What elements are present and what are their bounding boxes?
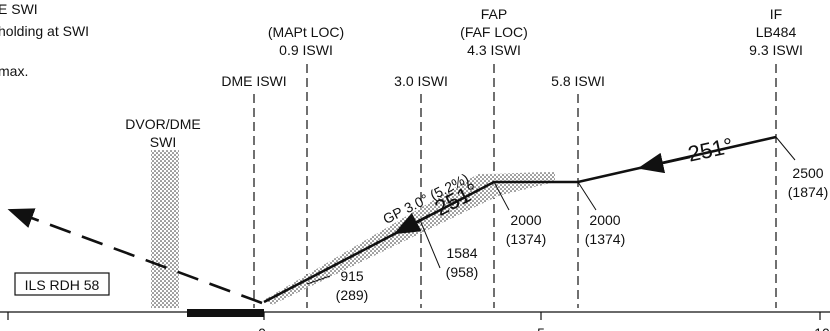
dvor-dme-column xyxy=(151,150,179,308)
mapt-label: (MAPt LOC) xyxy=(268,24,344,40)
fap-height: (1374) xyxy=(506,231,546,247)
inbound-arrow xyxy=(637,152,691,174)
fap-altitude: 2000 xyxy=(510,212,541,228)
gp-altitude: 1584 xyxy=(446,245,477,261)
if-altitude: 2500 xyxy=(792,165,823,181)
altitude-leaders xyxy=(306,136,796,285)
d58-label: 5.8 ISWI xyxy=(551,73,605,89)
fix-lines xyxy=(253,64,777,308)
missed-approach-path xyxy=(7,208,263,305)
dvor-dme-label: DVOR/DME xyxy=(125,116,200,132)
inbound-course-label: 251° xyxy=(686,133,736,167)
runway-bar xyxy=(187,309,264,317)
gp-height: (958) xyxy=(446,264,479,280)
scale-tick-10: 10 xyxy=(814,325,830,331)
if-label: IF xyxy=(770,6,782,22)
mapt-distance-label: 0.9 ISWI xyxy=(279,42,333,58)
fap-distance-label: 4.3 ISWI xyxy=(467,42,521,58)
note-line-2: holding at SWI xyxy=(0,23,89,39)
d58-height: (1374) xyxy=(585,231,625,247)
note-line-3: max. xyxy=(0,63,28,79)
d58-altitude: 2000 xyxy=(589,212,620,228)
faf-loc-label: (FAF LOC) xyxy=(460,24,528,40)
dme-iswi-label: DME ISWI xyxy=(221,73,286,89)
scale-tick-0: 0 xyxy=(258,325,266,331)
if-height: (1874) xyxy=(788,184,828,200)
if-name-label: LB484 xyxy=(756,24,797,40)
final-arrow xyxy=(393,212,431,235)
glidepath-shading xyxy=(264,172,555,305)
mapt-altitude: 915 xyxy=(340,268,364,284)
fap-label: FAP xyxy=(481,6,507,22)
d3-label: 3.0 ISWI xyxy=(394,73,448,89)
scale-ticks xyxy=(7,312,821,320)
dvor-swi-label: SWI xyxy=(150,134,176,150)
if-distance-label: 9.3 ISWI xyxy=(749,42,803,58)
scale-tick-5: 5 xyxy=(537,325,545,331)
ils-rdh-label: ILS RDH 58 xyxy=(25,277,100,293)
note-line-1: E SWI xyxy=(0,1,38,17)
ils-rdh-box xyxy=(14,272,110,296)
mapt-height: (289) xyxy=(336,287,369,303)
